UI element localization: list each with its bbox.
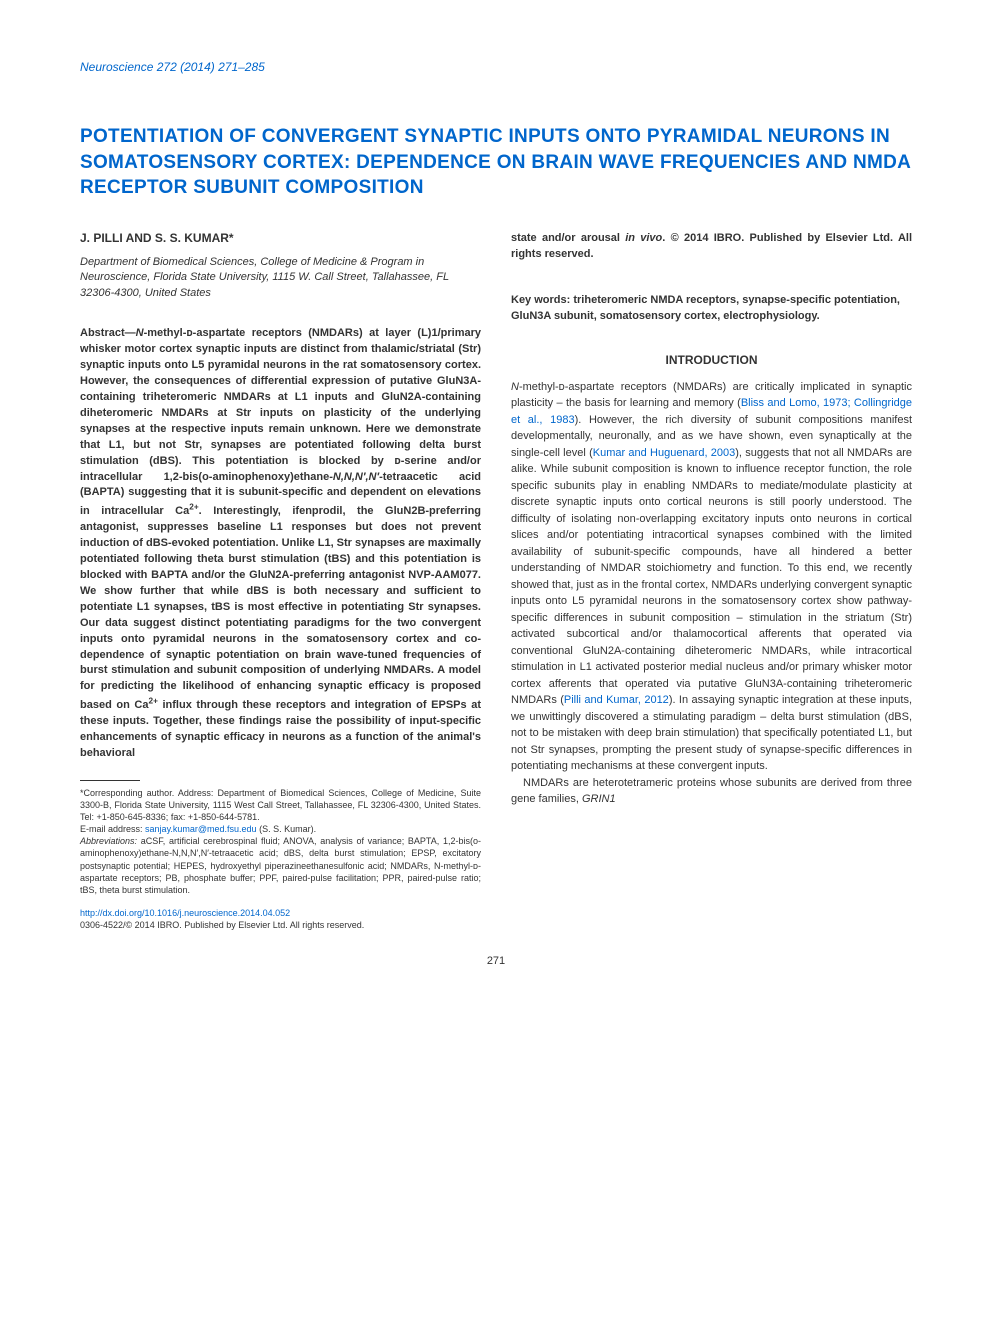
copyright: 0306-4522/© 2014 IBRO. Published by Else…	[80, 920, 481, 930]
email-label: E-mail address:	[80, 824, 143, 834]
journal-volume-pages: 272 (2014) 271–285	[157, 60, 265, 74]
two-column-layout: J. PILLI AND S. S. KUMAR* Department of …	[80, 231, 912, 930]
intro-para-1: N-methyl-ᴅ-aspartate receptors (NMDARs) …	[511, 379, 912, 775]
left-column: J. PILLI AND S. S. KUMAR* Department of …	[80, 231, 481, 930]
right-column: state and/or arousal in vivo. © 2014 IBR…	[511, 231, 912, 930]
abstract-tail: state and/or arousal in vivo. © 2014 IBR…	[511, 231, 912, 263]
affiliation: Department of Biomedical Sciences, Colle…	[80, 255, 481, 301]
email-attribution: (S. S. Kumar).	[259, 824, 316, 834]
page-number: 271	[80, 955, 912, 967]
intro-para-1-leadchar: N	[511, 381, 519, 393]
email-line: E-mail address: sanjay.kumar@med.fsu.edu…	[80, 823, 481, 835]
introduction-heading: INTRODUCTION	[511, 353, 912, 367]
doi-link[interactable]: http://dx.doi.org/10.1016/j.neuroscience…	[80, 908, 481, 918]
abstract-body: N-methyl-ᴅ-aspartate receptors (NMDARs) …	[80, 327, 481, 759]
keywords: Key words: triheteromeric NMDA receptors…	[511, 293, 912, 325]
abstract-label: Abstract—	[80, 327, 136, 339]
abstract: Abstract—N-methyl-ᴅ-aspartate receptors …	[80, 326, 481, 762]
article-title: POTENTIATION OF CONVERGENT SYNAPTIC INPU…	[80, 124, 912, 201]
abbreviations: Abbreviations: aCSF, artificial cerebros…	[80, 835, 481, 896]
introduction-body: N-methyl-ᴅ-aspartate receptors (NMDARs) …	[511, 379, 912, 808]
abbreviations-text: aCSF, artificial cerebrospinal fluid; AN…	[80, 836, 481, 895]
keywords-label: Key words:	[511, 294, 570, 306]
intro-para-1-text: -methyl-ᴅ-aspartate receptors (NMDARs) a…	[511, 381, 912, 773]
journal-name[interactable]: Neuroscience	[80, 60, 153, 74]
footnote-separator	[80, 780, 140, 781]
journal-citation: Neuroscience 272 (2014) 271–285	[80, 60, 912, 74]
corresponding-author: *Corresponding author. Address: Departme…	[80, 787, 481, 823]
footnotes: *Corresponding author. Address: Departme…	[80, 787, 481, 896]
keywords-text: triheteromeric NMDA receptors, synapse-s…	[511, 294, 900, 322]
abbreviations-label: Abbreviations:	[80, 836, 137, 846]
intro-para-2: NMDARs are heterotetrameric proteins who…	[511, 775, 912, 808]
email-address[interactable]: sanjay.kumar@med.fsu.edu	[145, 824, 257, 834]
authors: J. PILLI AND S. S. KUMAR*	[80, 231, 481, 245]
